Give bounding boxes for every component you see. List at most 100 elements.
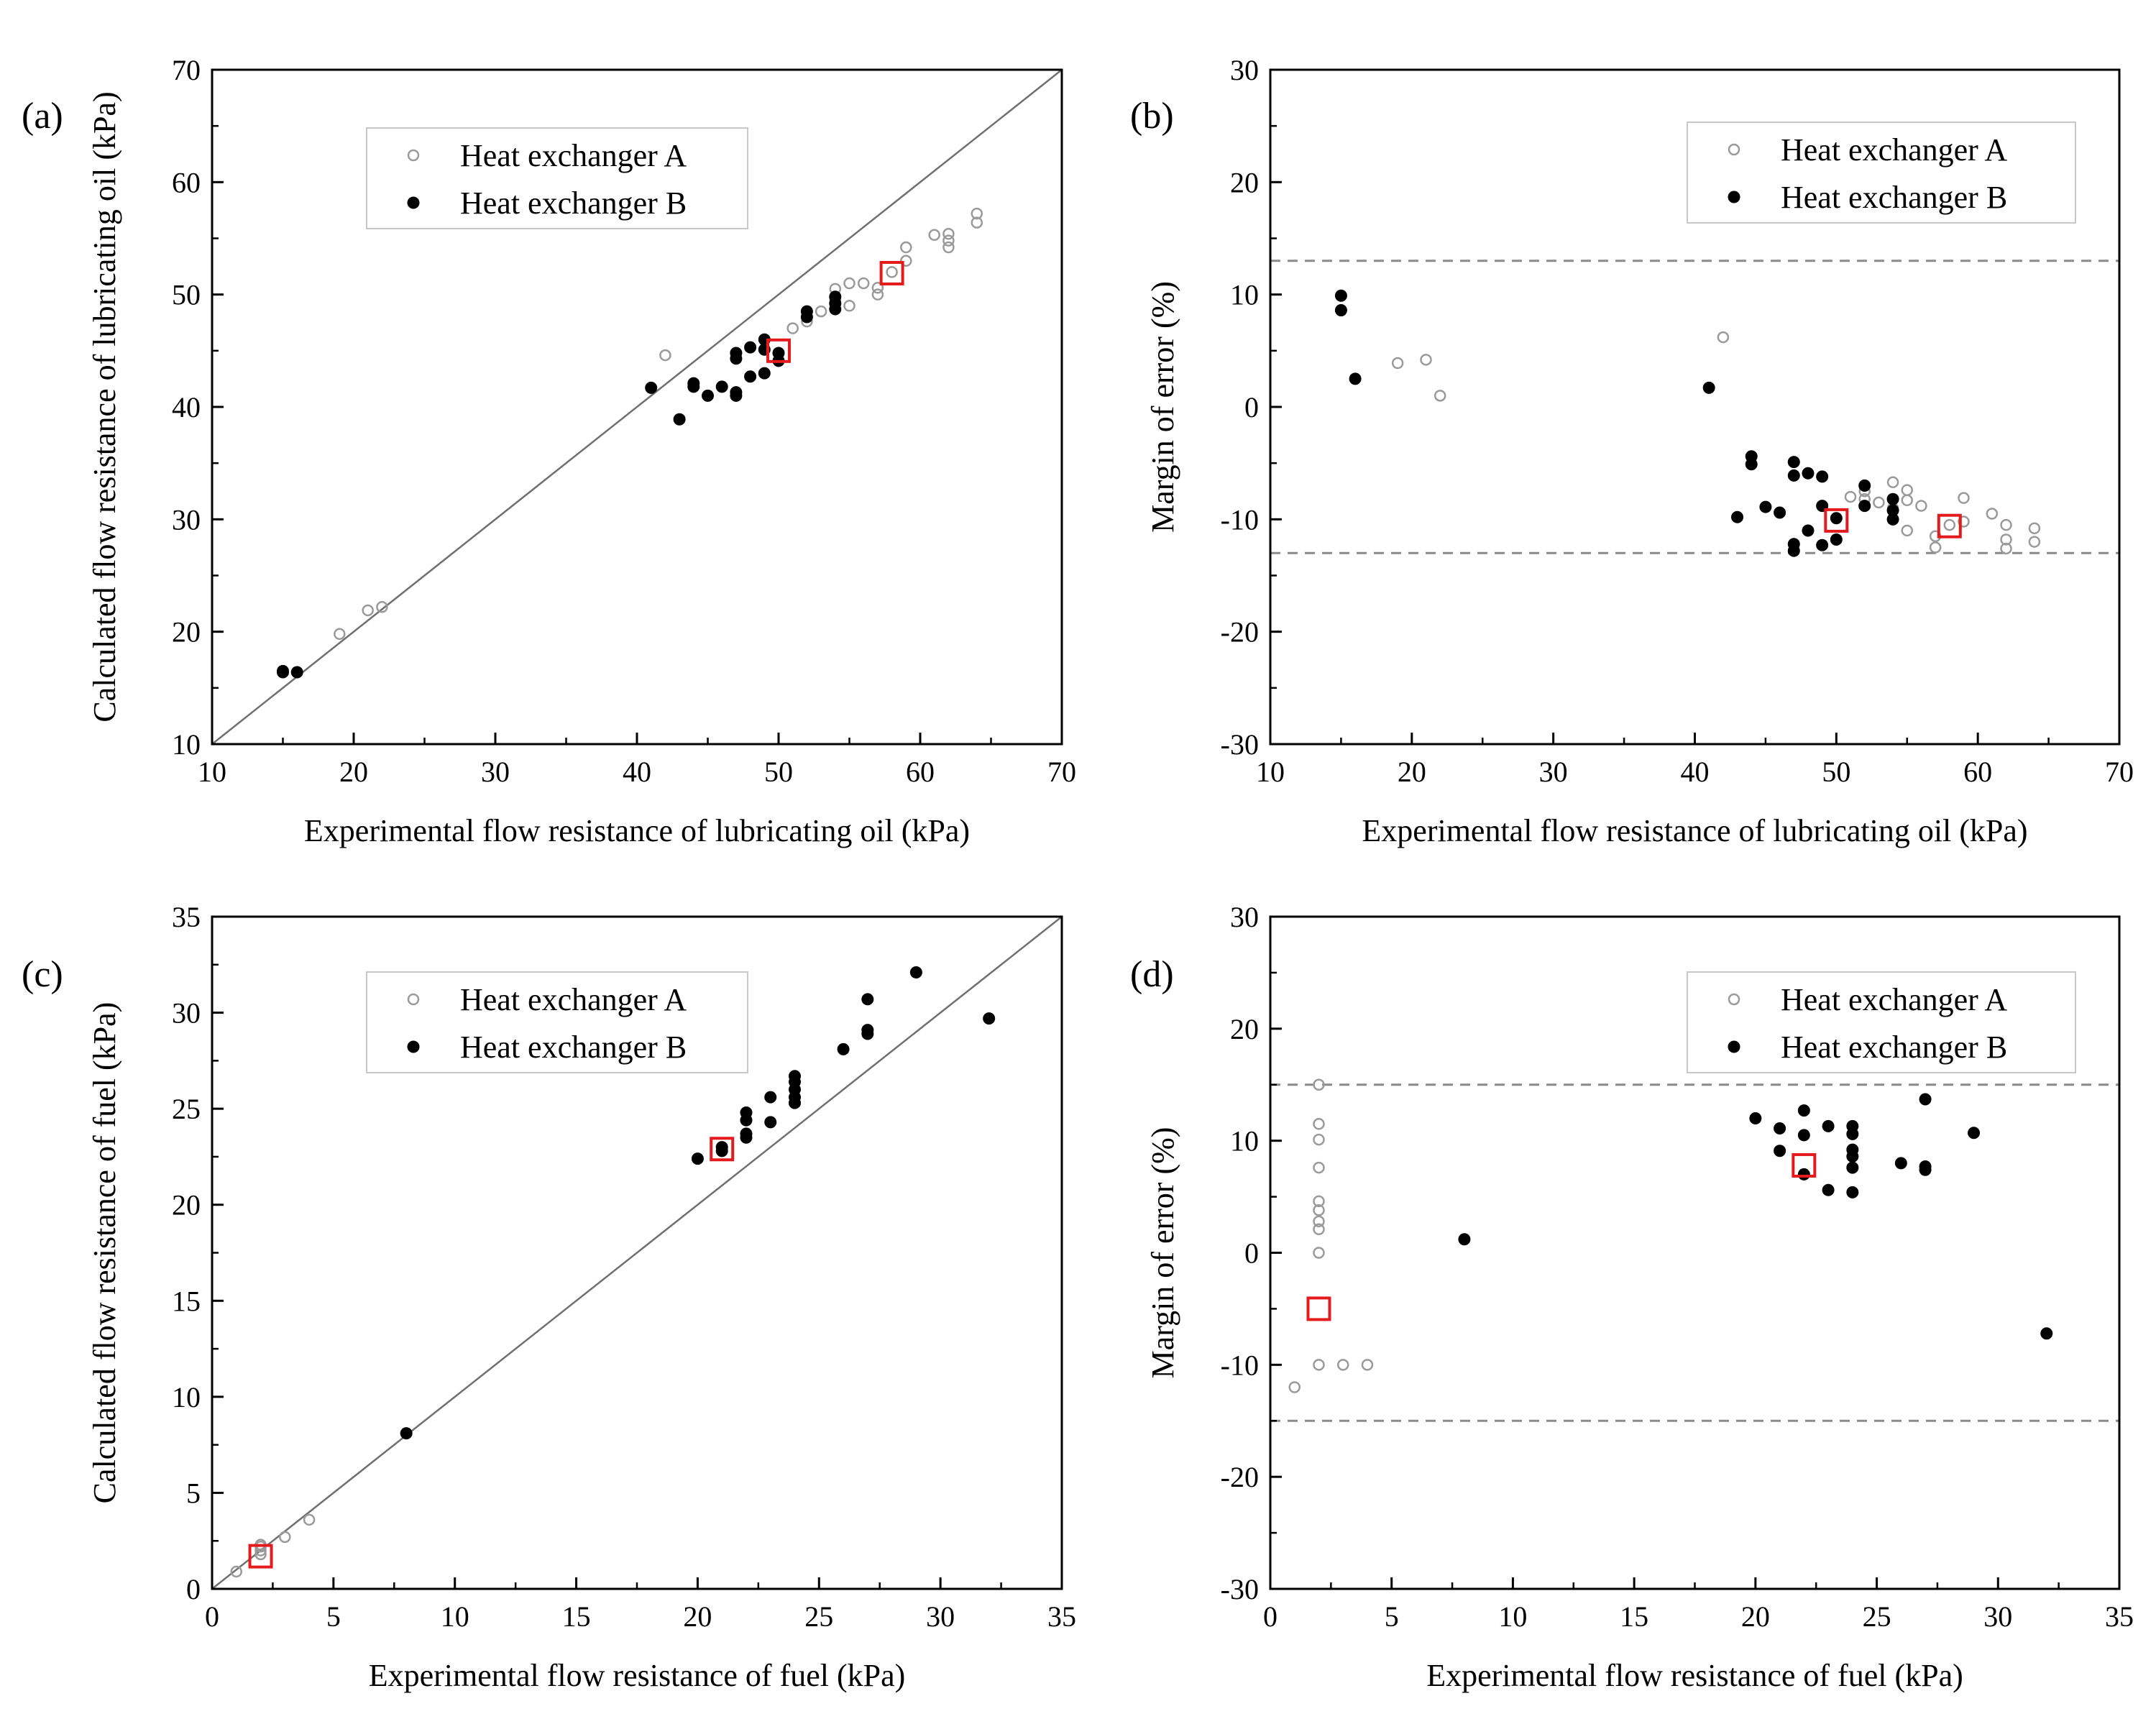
data-point-open xyxy=(786,322,799,334)
data-point-filled xyxy=(1787,456,1800,469)
data-point-open xyxy=(843,300,855,312)
legend-label: Heat exchanger A xyxy=(460,982,687,1017)
data-point-open xyxy=(1336,1359,1349,1371)
data-point-filled xyxy=(861,993,874,1006)
data-point-filled xyxy=(1334,304,1347,317)
data-point-open xyxy=(1313,1204,1325,1216)
data-point-filled xyxy=(277,666,289,679)
series-heat-exchanger-b xyxy=(1458,1093,2053,1340)
data-point-open xyxy=(1313,1161,1325,1174)
reference-line-y-equals-x xyxy=(212,917,1062,1589)
data-point-open xyxy=(279,1531,291,1544)
y-tick-label: 25 xyxy=(172,1093,201,1125)
data-point-open xyxy=(2000,533,2012,546)
legend-label: Heat exchanger A xyxy=(1781,132,2007,168)
y-tick-label: 50 xyxy=(172,279,201,311)
x-tick-label: 30 xyxy=(926,1600,955,1633)
data-point-filled xyxy=(829,290,842,303)
highlight-box xyxy=(766,338,791,363)
legend-box xyxy=(366,971,748,1073)
data-point-filled xyxy=(1919,1093,1932,1106)
data-point-filled xyxy=(1349,372,1362,385)
legend-marker xyxy=(1728,191,1740,203)
y-tick-label: 5 xyxy=(186,1477,201,1509)
data-point-filled xyxy=(1846,1161,1859,1174)
data-point-filled xyxy=(1797,1168,1810,1181)
data-point-filled xyxy=(909,966,922,978)
data-point-filled xyxy=(800,305,813,318)
data-point-filled xyxy=(1797,1129,1810,1142)
legend-marker xyxy=(1728,993,1740,1006)
data-point-filled xyxy=(1816,538,1829,551)
y-tick-label: 15 xyxy=(172,1285,201,1317)
data-point-filled xyxy=(1886,513,1899,526)
data-point-open xyxy=(1433,390,1446,402)
data-point-filled xyxy=(837,1042,850,1055)
legend: Heat exchanger A Heat exchanger B xyxy=(366,971,748,1073)
y-tick-label: 20 xyxy=(172,616,201,648)
x-tick-label: 15 xyxy=(562,1600,591,1633)
data-point-open xyxy=(900,255,912,267)
legend-label: Heat exchanger B xyxy=(460,185,687,221)
data-point-open xyxy=(1361,1359,1374,1371)
series-heat-exchanger-b xyxy=(400,966,996,1440)
data-point-open xyxy=(1313,1133,1325,1146)
data-point-open xyxy=(1288,1381,1301,1393)
x-tick-label: 70 xyxy=(2105,756,2134,788)
y-axis-title: Calculated flow resistance of fuel (kPa) xyxy=(87,1002,122,1504)
y-tick-label: 10 xyxy=(1230,279,1259,311)
data-point-open xyxy=(1886,476,1899,488)
data-point-filled xyxy=(758,367,771,380)
data-point-filled xyxy=(1846,1119,1859,1132)
legend-label: Heat exchanger A xyxy=(1781,982,2007,1017)
data-point-open xyxy=(1313,1223,1325,1236)
data-point-open xyxy=(1717,331,1730,344)
y-axis-title: Calculated flow resistance of lubricatin… xyxy=(87,91,122,722)
data-point-filled xyxy=(687,377,700,390)
data-point-open xyxy=(942,234,955,247)
legend-marker xyxy=(1728,143,1740,156)
data-point-open xyxy=(928,229,940,242)
data-point-open xyxy=(2000,542,2012,555)
y-tick-label: 0 xyxy=(1244,1237,1259,1270)
legend-marker xyxy=(1728,1040,1740,1053)
y-tick-label: -10 xyxy=(1221,1349,1259,1381)
data-point-open xyxy=(2000,518,2012,531)
panel-label: (b) xyxy=(1130,96,1174,137)
data-point-filled xyxy=(1797,1104,1810,1117)
data-point-filled xyxy=(1702,381,1715,394)
data-point-open xyxy=(900,241,912,254)
data-point-open xyxy=(362,604,374,617)
y-tick-label: 60 xyxy=(172,166,201,198)
data-point-filled xyxy=(2040,1327,2053,1340)
data-point-filled xyxy=(1968,1127,1981,1140)
data-point-filled xyxy=(1774,506,1786,519)
x-tick-label: 40 xyxy=(1681,756,1710,788)
data-point-filled xyxy=(715,380,728,393)
legend-label: Heat exchanger B xyxy=(1781,180,2007,215)
y-tick-label: 30 xyxy=(1230,54,1259,86)
y-tick-label: 20 xyxy=(172,1189,201,1221)
y-tick-label: 30 xyxy=(172,997,201,1030)
data-point-filled xyxy=(400,1427,413,1440)
data-point-open xyxy=(1958,515,1970,528)
x-tick-label: 10 xyxy=(1498,1600,1527,1633)
data-point-open xyxy=(1915,500,1927,512)
x-tick-label: 10 xyxy=(1256,756,1285,788)
reference-line-y-equals-x xyxy=(212,70,1062,744)
x-tick-label: 10 xyxy=(198,756,226,788)
data-point-filled xyxy=(702,389,714,402)
x-axis-title: Experimental flow resistance of lubricat… xyxy=(304,813,970,848)
data-point-filled xyxy=(983,1012,996,1025)
data-point-open xyxy=(971,216,983,229)
data-point-open xyxy=(1958,492,1970,504)
legend-marker xyxy=(407,1040,420,1053)
y-tick-label: 10 xyxy=(172,1381,201,1413)
data-point-filled xyxy=(1458,1233,1471,1246)
highlight-box xyxy=(248,1544,273,1569)
y-tick-label: 70 xyxy=(172,54,201,86)
data-point-filled xyxy=(740,1106,753,1119)
y-tick-label: 40 xyxy=(172,391,201,423)
data-point-filled xyxy=(740,1127,753,1140)
data-point-filled xyxy=(1745,458,1758,471)
